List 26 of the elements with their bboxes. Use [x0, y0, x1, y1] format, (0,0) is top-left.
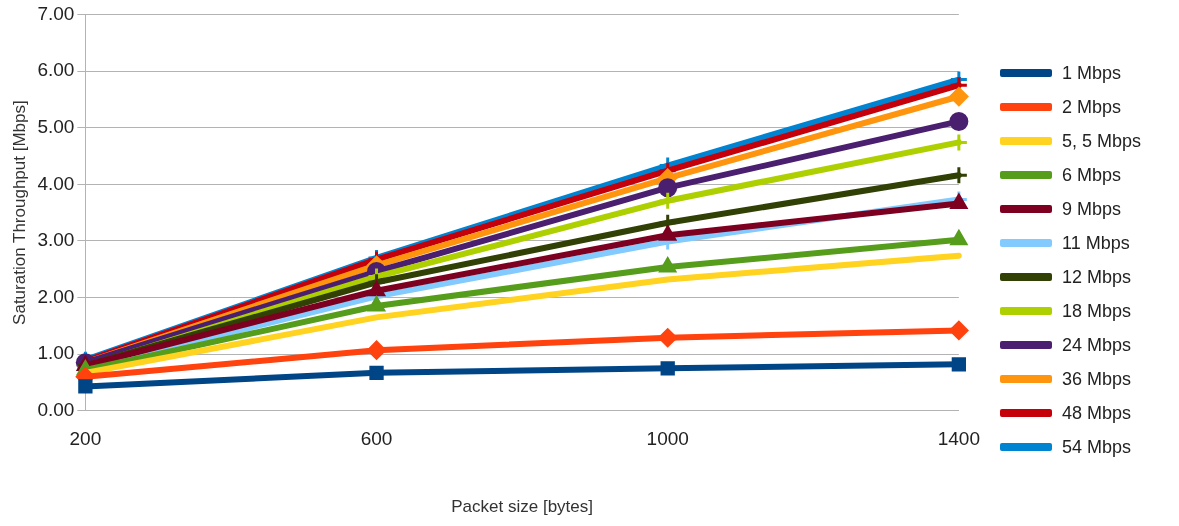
y-tick-label: 4.00: [37, 172, 75, 194]
legend-label: 11 Mbps: [1062, 232, 1130, 254]
y-tick-label: 3.00: [37, 229, 75, 251]
y-tick-label: 1.00: [37, 342, 75, 364]
x-tick-label: 600: [360, 428, 393, 450]
y-tick-label: 6.00: [37, 59, 75, 81]
x-tick-label: 1000: [646, 428, 689, 450]
legend-label: 2 Mbps: [1062, 96, 1122, 118]
x-tick-label: 200: [69, 428, 102, 450]
y-axis-title: Saturation Throughput [Mbps]: [9, 100, 29, 325]
legend-label: 6 Mbps: [1062, 164, 1122, 186]
y-tick-label: 5.00: [37, 115, 75, 137]
legend-label: 12 Mbps: [1062, 266, 1132, 288]
y-tick-label: 7.00: [37, 2, 75, 24]
x-axis-title: Packet size [bytes]: [451, 497, 593, 517]
legend-label: 48 Mbps: [1062, 402, 1132, 424]
legend-label: 24 Mbps: [1062, 334, 1132, 356]
y-tick-label: 0.00: [37, 399, 75, 421]
legend-label: 36 Mbps: [1062, 368, 1132, 390]
legend-label: 54 Mbps: [1062, 436, 1132, 458]
legend-label: 18 Mbps: [1062, 300, 1132, 322]
legend-label: 5, 5 Mbps: [1062, 130, 1142, 152]
y-tick-label: 2.00: [37, 285, 75, 307]
x-tick-label: 1400: [937, 428, 981, 450]
legend-label: 1 Mbps: [1062, 62, 1122, 84]
legend-label: 9 Mbps: [1062, 198, 1122, 220]
